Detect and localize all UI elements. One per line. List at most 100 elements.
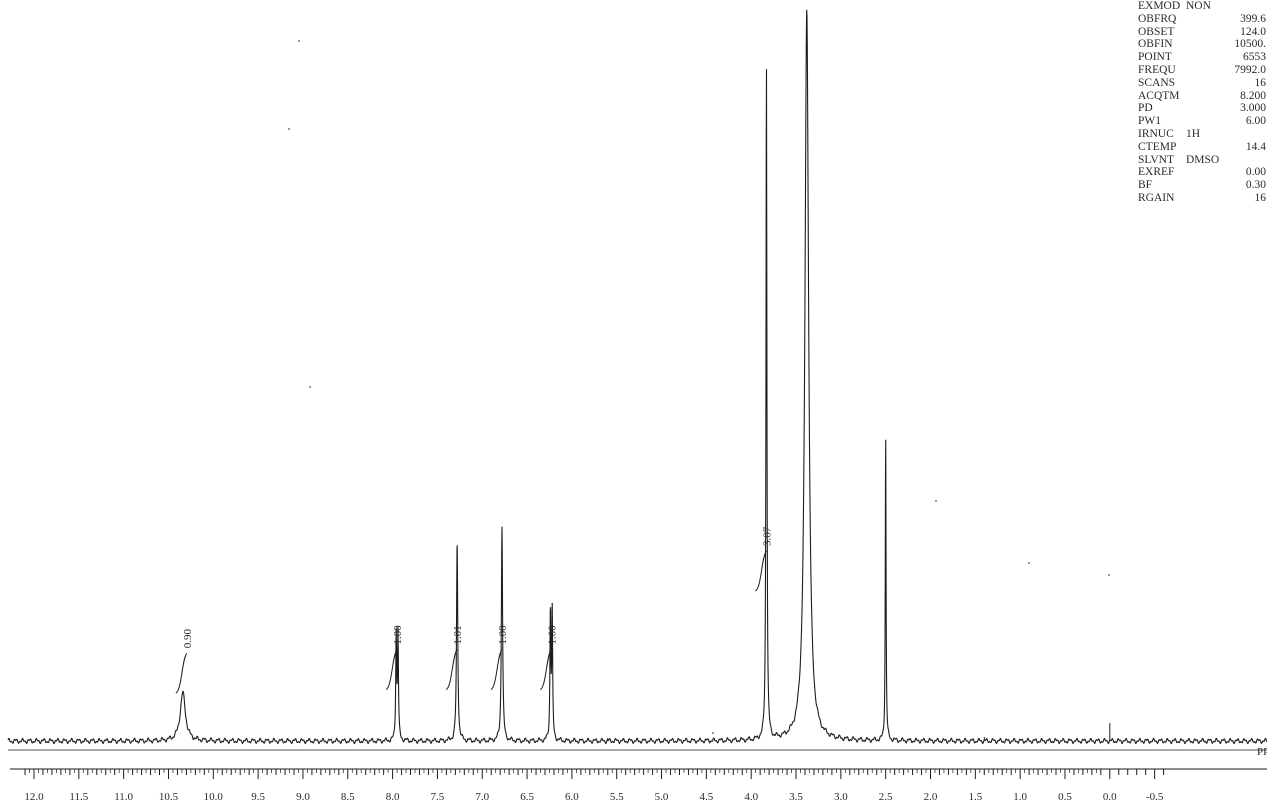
integral-label: 1.00 [546,625,558,645]
x-tick-label: 11.0 [114,791,133,803]
param-row: SLVNT DMSO [1138,154,1267,167]
x-tick-label: 4.0 [744,791,758,803]
param-name: OBFRQ [1138,12,1177,25]
x-tick-label: 11.5 [69,791,88,803]
param-name: SLVNT [1138,153,1174,166]
x-tick-label: 3.0 [834,791,848,803]
x-tick-label: 2.0 [924,791,938,803]
integral-curve [175,652,188,694]
param-row: BF 0.30 [1138,179,1267,192]
x-tick-label: 7.0 [475,791,489,803]
x-axis-label: PPM [1257,746,1267,758]
param-row: PD 3.000 [1138,102,1267,115]
x-tick-label: 2.5 [879,791,893,803]
param-value: 8.200 [1240,89,1266,102]
integral-curve [385,649,398,691]
x-tick-label: 10.0 [204,791,224,803]
param-name: EXREF [1138,166,1175,179]
param-name: EXMOD [1138,0,1181,12]
x-tick-label: 0.5 [1058,791,1072,803]
x-tick-label: 0.0 [1103,791,1117,803]
integral-layer: 0.90 1.00 1.01 1.00 1.00 3.07 [175,526,773,694]
x-tick-label: 9.5 [251,791,265,803]
x-tick-label: 4.5 [700,791,714,803]
spectrum-trace [7,9,1267,745]
param-name: FREQU [1138,63,1176,76]
x-tick-label: 1.5 [968,791,982,803]
param-name: OBSET [1138,25,1175,38]
scan-speck [1108,574,1110,576]
param-value: 16 [1254,191,1267,204]
param-value: NON [1186,0,1211,12]
param-name: PW1 [1138,115,1161,128]
param-value: 6553 [1243,51,1266,64]
param-name: IRNUC [1138,127,1174,140]
param-row: EXREF 0.00 [1138,166,1267,179]
integral-label: 3.07 [761,526,773,546]
param-name: CTEMP [1138,140,1177,153]
x-tick-label: 8.0 [386,791,400,803]
x-tick-label: 1.0 [1013,791,1027,803]
x-tick-label: -0.5 [1146,791,1164,803]
param-row: FREQU 7992.0 [1138,64,1267,77]
x-tick-label: 6.0 [565,791,579,803]
param-row: POINT 6553 [1138,51,1267,64]
integral-label: 1.00 [497,625,509,645]
integral-curve [490,649,503,691]
param-row: RGAIN 16 [1138,192,1267,205]
ppm-axis: 12.0 11.5 11.0 10.5 10.0 9.5 9.0 8.5 8.0 7.5 7.0 6.… [8,749,1267,803]
param-name: OBFIN [1138,38,1173,51]
integral-curve [755,550,767,592]
x-tick-label: 5.0 [655,791,669,803]
param-row: ACQTM 8.200 [1138,90,1267,103]
param-name: PD [1138,102,1153,115]
param-name: RGAIN [1138,191,1175,204]
param-row: PW1 6.00 [1138,115,1267,128]
acquisition-parameters: EXMOD NON OBFRQ 399.6 OBSET 124.0 OBFIN 10500. P… [1138,0,1267,270]
param-value: 3.000 [1240,102,1266,115]
param-value: 0.30 [1245,179,1266,192]
x-tick-label: 5.5 [610,791,624,803]
scan-speck [298,40,300,42]
spectrum-trace-layer [7,9,1267,745]
param-value: 7992.0 [1234,63,1266,76]
param-row: OBFIN 10500. [1138,38,1267,51]
x-tick-label: 6.5 [520,791,534,803]
param-value: 0.00 [1245,166,1266,179]
x-tick-label: 12.0 [24,791,44,803]
integral-curve [445,649,458,691]
param-name: ACQTM [1138,89,1180,102]
scan-speck [935,500,937,502]
integral-curve [539,649,552,691]
param-value: DMSO [1186,153,1220,166]
param-value: 124.0 [1240,25,1266,38]
param-value: 399.6 [1240,12,1266,25]
param-row: OBFRQ 399.6 [1138,13,1267,26]
param-value: 1H [1186,127,1201,140]
param-value: 14.4 [1245,140,1266,153]
param-row: SCANS 16 [1138,77,1267,90]
param-value: 10500. [1234,38,1266,51]
scan-speck [288,128,290,130]
integral-label: 1.01 [452,625,464,644]
x-tick-label: 10.5 [159,791,179,803]
param-name: SCANS [1138,76,1176,89]
integral-label: 1.00 [392,625,404,645]
x-tick-label: 8.5 [341,791,355,803]
param-row: EXMOD NON [1138,0,1267,13]
param-value: 16 [1254,76,1267,89]
param-name: POINT [1138,51,1172,64]
x-tick-label: 3.5 [789,791,803,803]
x-tick-label: 7.5 [431,791,445,803]
scan-speck [309,386,311,388]
param-row: OBSET 124.0 [1138,26,1267,39]
param-row: IRNUC 1H [1138,128,1267,141]
integral-label: 0.90 [182,629,194,649]
param-row: CTEMP 14.4 [1138,141,1267,154]
scan-speck [1028,562,1030,564]
scan-speck [712,732,714,734]
x-tick-label: 9.0 [296,791,310,803]
param-name: BF [1138,179,1153,192]
param-value: 6.00 [1245,115,1266,128]
